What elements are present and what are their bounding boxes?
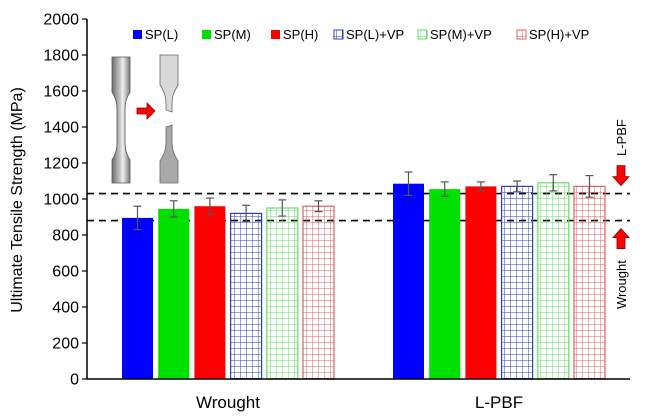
legend-swatch xyxy=(333,29,344,40)
legend-swatch xyxy=(516,29,527,40)
y-axis-ticks: 0 200 400 600 800 1000 1200 1400 1600 1800 2000 xyxy=(43,12,87,389)
y-tick-label: 200 xyxy=(52,336,79,353)
legend-label: SP(H)+VP xyxy=(529,27,589,42)
legend-swatch xyxy=(271,30,280,39)
y-tick-label: 2000 xyxy=(43,12,79,29)
x-category-label: Wrought xyxy=(196,393,260,412)
bar-sp-l-vp-l-pbf xyxy=(501,185,534,380)
legend-label: SP(L)+VP xyxy=(346,27,404,42)
y-tick-label: 1600 xyxy=(43,84,79,101)
bar-sp-l--wrought xyxy=(122,217,153,379)
legend-swatch xyxy=(417,29,428,40)
specimen-intact xyxy=(111,56,131,184)
y-tick-label: 600 xyxy=(52,264,79,281)
bar-sp-l-vp-wrought xyxy=(230,212,263,380)
bar-sp-h-vp-wrought xyxy=(302,205,335,380)
bar-sp-h-vp-l-pbf xyxy=(573,185,606,380)
bar-sp-m--l-pbf xyxy=(429,189,461,379)
legend: SP(L) SP(M) SP(H) SP(L)+VP SP(M)+VP SP(H)+VP xyxy=(133,27,589,42)
bar-sp-h--wrought xyxy=(194,206,226,379)
y-tick-label: 1400 xyxy=(43,120,79,137)
y-tick-label: 1000 xyxy=(43,192,79,209)
legend-label: SP(M)+VP xyxy=(430,27,492,42)
y-tick-label: 0 xyxy=(70,372,79,389)
bar-sp-m-vp-wrought xyxy=(266,207,299,380)
bars xyxy=(122,171,606,380)
legend-label: SP(M) xyxy=(214,27,251,42)
reference-line-label: L-PBF xyxy=(614,119,629,156)
arrow-down-icon xyxy=(612,165,630,187)
legend-label: SP(H) xyxy=(283,27,318,42)
bar-sp-h--l-pbf xyxy=(465,186,497,379)
specimen-fractured xyxy=(159,54,179,184)
y-tick-label: 800 xyxy=(52,228,79,245)
x-category-label: L-PBF xyxy=(475,393,523,412)
legend-swatch xyxy=(133,30,142,39)
y-tick-label: 400 xyxy=(52,300,79,317)
y-axis-title: Ultimate Tensile Strength (MPa) xyxy=(9,87,26,313)
bar-sp-m-vp-l-pbf xyxy=(537,182,570,380)
legend-label: SP(L) xyxy=(145,27,178,42)
y-axis-title-group: Ultimate Tensile Strength (MPa) xyxy=(9,87,26,313)
y-tick-label: 1200 xyxy=(43,156,79,173)
x-axis-labels: Wrought L-PBF xyxy=(196,393,523,412)
specimen-inset xyxy=(111,54,179,184)
bar-sp-m--wrought xyxy=(158,208,190,379)
bar-sp-l--l-pbf xyxy=(393,183,424,379)
arrow-right-icon xyxy=(136,102,156,120)
legend-swatch xyxy=(202,30,211,39)
arrow-up-icon xyxy=(612,227,630,249)
y-tick-label: 1800 xyxy=(43,48,79,65)
reference-line-label: Wrought xyxy=(614,260,629,309)
